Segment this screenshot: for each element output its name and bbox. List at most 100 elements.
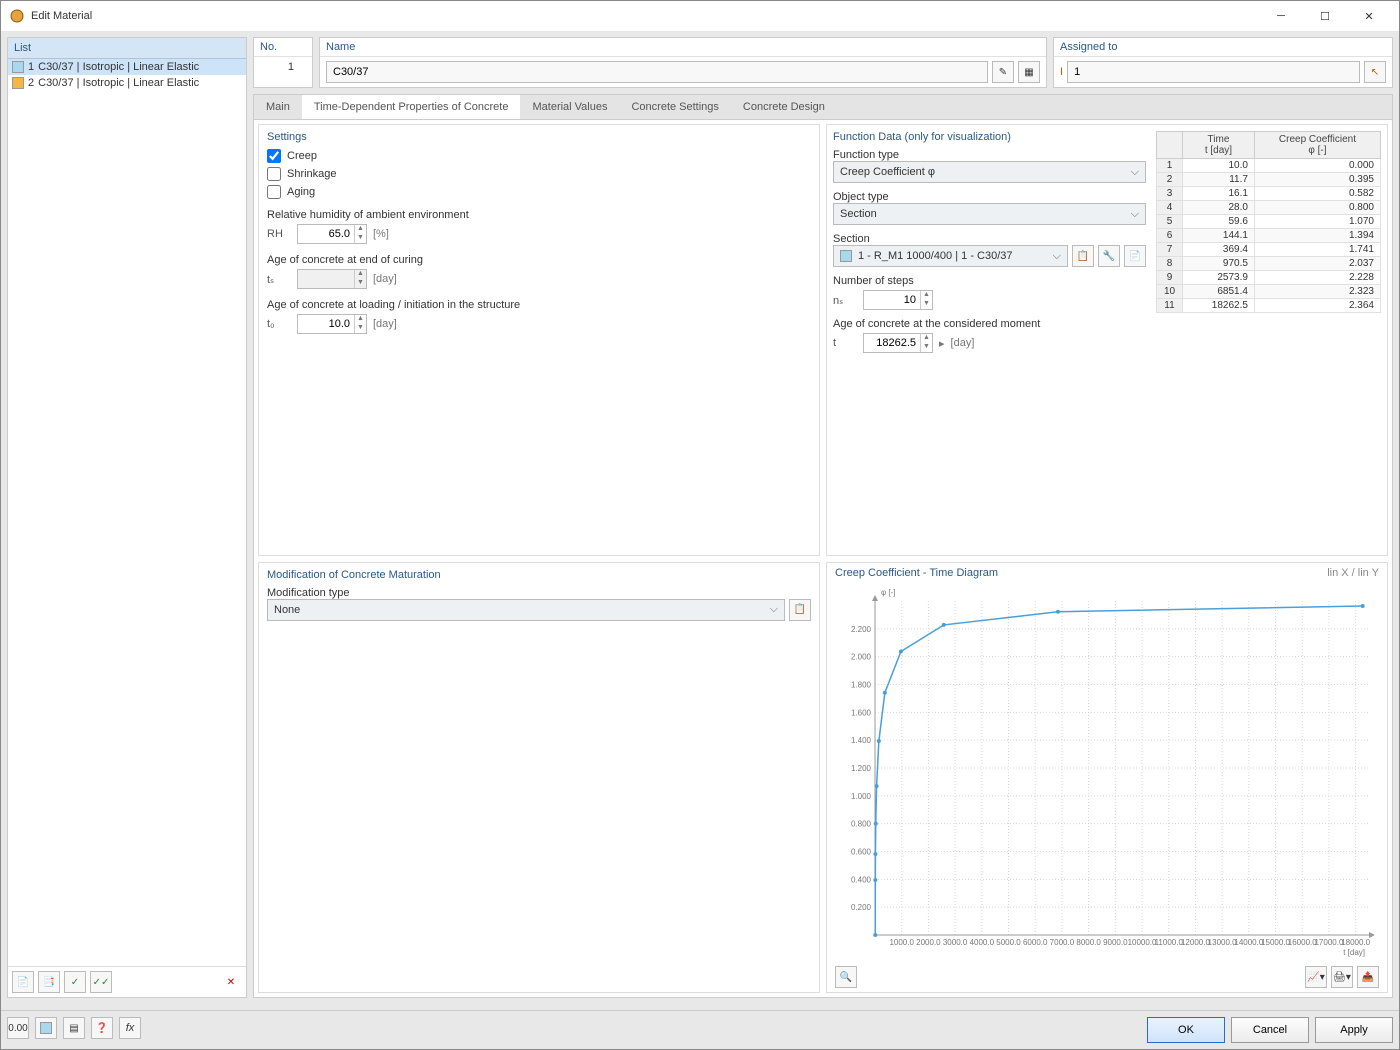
svg-text:0.400: 0.400 [851,875,872,884]
svg-text:17000.0: 17000.0 [1314,938,1343,947]
svg-text:0.200: 0.200 [851,903,872,912]
pick-assignment-button[interactable]: ↖ [1364,61,1386,83]
aging-checkbox[interactable] [267,185,281,199]
svg-text:1.200: 1.200 [851,764,872,773]
svg-text:18000.0: 18000.0 [1341,938,1370,947]
t0-spinbox[interactable]: ▲▼ [297,314,367,334]
creep-chart-panel: Creep Coefficient - Time Diagram lin X /… [826,562,1388,994]
function-button[interactable]: fx [119,1017,141,1039]
section-info-button[interactable]: 🔧 [1098,245,1120,267]
material-swatch-icon [12,61,24,73]
minimize-button[interactable]: ─ [1259,1,1303,31]
tab-main[interactable]: Main [254,95,302,119]
help-button[interactable]: ❓ [91,1017,113,1039]
function-type-combo[interactable]: Creep Coefficient φ⌵ [833,161,1146,183]
svg-text:10000.0: 10000.0 [1128,938,1157,947]
tab-concrete-settings[interactable]: Concrete Settings [619,95,730,119]
copy-item-button[interactable]: 📑 [38,971,60,993]
table-row[interactable]: 8970.52.037 [1157,257,1381,271]
svg-text:4000.0: 4000.0 [970,938,995,947]
svg-text:1.400: 1.400 [851,736,872,745]
svg-text:2.200: 2.200 [851,624,872,633]
material-list-panel: List 1C30/37 | Isotropic | Linear Elasti… [7,37,247,998]
table-row[interactable]: 7369.41.741 [1157,243,1381,257]
export-chart-button[interactable]: 📤 [1357,966,1379,988]
table-row[interactable]: 211.70.395 [1157,173,1381,187]
units-button[interactable]: 0.00 [7,1017,29,1039]
svg-text:1.000: 1.000 [851,791,872,800]
ok-button[interactable]: OK [1147,1017,1225,1043]
tab-material-values[interactable]: Material Values [520,95,619,119]
color-button[interactable] [35,1017,57,1039]
svg-text:15000.0: 15000.0 [1261,938,1290,947]
age-moment-spinbox[interactable]: ▲▼ [863,333,933,353]
list-header: List [8,38,246,59]
maximize-button[interactable]: ☐ [1303,1,1347,31]
zoom-button[interactable]: 🔍 [835,966,857,988]
table-row[interactable]: 6144.11.394 [1157,229,1381,243]
function-data-panel: Function Data (only for visualization) F… [826,124,1388,556]
svg-text:12000.0: 12000.0 [1181,938,1210,947]
section-new-button[interactable]: 📄 [1124,245,1146,267]
creep-chart: 0.200 0.400 0.600 0.800 1.000 1.200 1.400 1.600… [835,583,1379,963]
section-edit-button[interactable]: 📋 [1072,245,1094,267]
tab-concrete-design[interactable]: Concrete Design [731,95,837,119]
table-row[interactable]: 106851.42.323 [1157,285,1381,299]
no-value: 1 [260,61,300,73]
chart-options-button[interactable]: 📈▾ [1305,966,1327,988]
new-item-button[interactable]: 📄 [12,971,34,993]
check-all-button[interactable]: ✓✓ [90,971,112,993]
assigned-field: Assigned to I ↖ [1053,37,1393,88]
assigned-input[interactable] [1067,61,1360,83]
tabs: MainTime-Dependent Properties of Concret… [254,95,1392,120]
svg-text:0.600: 0.600 [851,847,872,856]
section-swatch-icon [840,250,852,262]
edit-name-button[interactable]: ✎ [992,61,1014,83]
modification-type-combo[interactable]: None⌵ [267,599,785,621]
svg-text:t [day]: t [day] [1343,948,1365,957]
ts-spinbox: ▲▼ [297,269,367,289]
shrinkage-checkbox[interactable] [267,167,281,181]
creep-data-table: Timet [day]Creep Coefficientφ [-] 110.00… [1156,131,1381,313]
table-row[interactable]: 559.61.070 [1157,215,1381,229]
svg-text:2000.0: 2000.0 [916,938,941,947]
svg-text:0.800: 0.800 [851,819,872,828]
titlebar: Edit Material ─ ☐ ✕ [1,1,1399,31]
check-button[interactable]: ✓ [64,971,86,993]
modification-help-button[interactable]: 📋 [789,599,811,621]
creep-checkbox[interactable] [267,149,281,163]
name-input[interactable] [326,61,988,83]
table-row[interactable]: 316.10.582 [1157,187,1381,201]
svg-text:13000.0: 13000.0 [1208,938,1237,947]
svg-text:5000.0: 5000.0 [996,938,1021,947]
svg-text:2.000: 2.000 [851,652,872,661]
rh-spinbox[interactable]: ▲▼ [297,224,367,244]
cancel-button[interactable]: Cancel [1231,1017,1309,1043]
table-row[interactable]: 110.00.000 [1157,159,1381,173]
name-field: Name ✎ ▦ [319,37,1047,88]
list-item[interactable]: 2C30/37 | Isotropic | Linear Elastic [8,75,246,91]
svg-text:16000.0: 16000.0 [1288,938,1317,947]
table-row[interactable]: 428.00.800 [1157,201,1381,215]
section-combo[interactable]: 1 - R_M1 1000/400 | 1 - C30/37⌵ [833,245,1068,267]
tab-time-dependent-properties-of-concrete[interactable]: Time-Dependent Properties of Concrete [302,95,521,119]
material-swatch-icon [12,77,24,89]
svg-text:1000.0: 1000.0 [889,938,914,947]
close-button[interactable]: ✕ [1347,1,1391,31]
settings-panel: Settings Creep Shrinkage Aging Relative … [258,124,820,556]
steps-spinbox[interactable]: ▲▼ [863,290,933,310]
delete-item-button[interactable]: ✕ [220,971,242,993]
table-row[interactable]: 92573.92.228 [1157,271,1381,285]
table-row[interactable]: 1118262.52.364 [1157,299,1381,313]
object-type-combo[interactable]: Section⌵ [833,203,1146,225]
apply-button[interactable]: Apply [1315,1017,1393,1043]
list-item[interactable]: 1C30/37 | Isotropic | Linear Elastic [8,59,246,75]
svg-text:1.600: 1.600 [851,708,872,717]
library-button[interactable]: ▦ [1018,61,1040,83]
svg-text:1.800: 1.800 [851,680,872,689]
tree-button[interactable]: ▤ [63,1017,85,1039]
svg-text:φ [-]: φ [-] [881,588,896,597]
print-chart-button[interactable]: 🖨▾ [1331,966,1353,988]
app-icon [9,8,25,24]
dialog-footer: 0.00 ▤ ❓ fx OK Cancel Apply [1,1010,1399,1049]
